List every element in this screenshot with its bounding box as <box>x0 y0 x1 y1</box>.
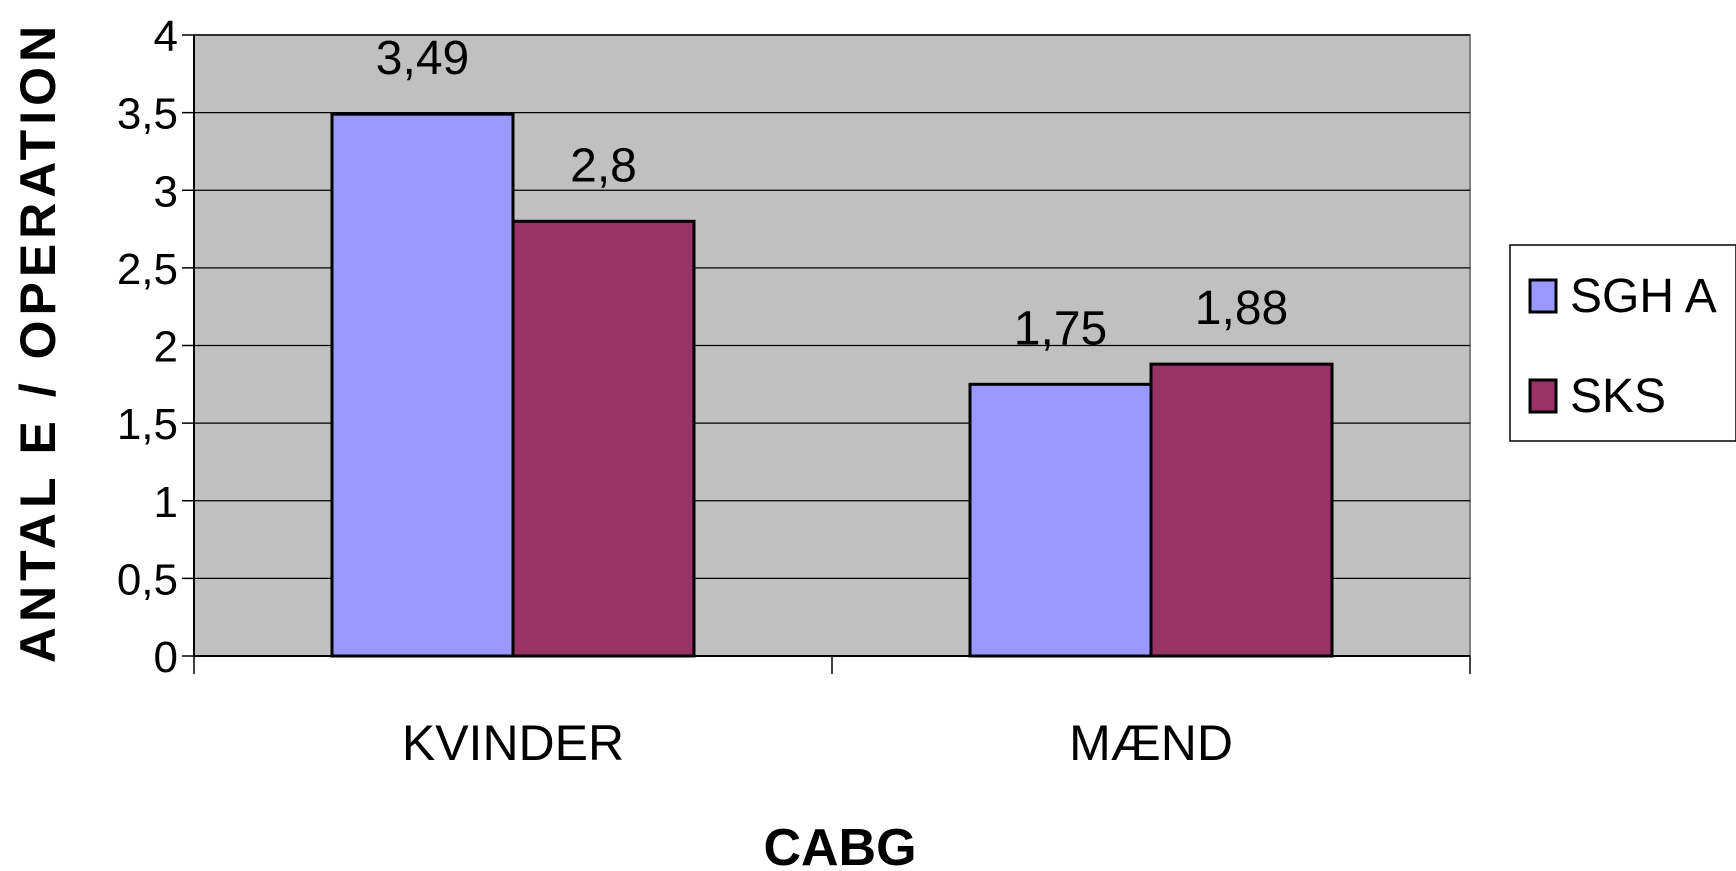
y-tick-label: 2 <box>154 323 178 372</box>
y-tick-label: 2,5 <box>117 245 178 294</box>
y-tick-label: 1,5 <box>117 400 178 449</box>
bar-sks <box>511 219 696 658</box>
legend-label: SGH A <box>1570 270 1717 323</box>
x-category-label: MÆND <box>1069 715 1233 771</box>
bars <box>330 112 1334 658</box>
x-category-label: KVINDER <box>402 715 624 771</box>
legend-label: SKS <box>1570 370 1666 423</box>
bar-sgh-a <box>968 382 1153 658</box>
data-label: 3,49 <box>376 32 469 85</box>
axes <box>182 34 1471 674</box>
data-label: 1,75 <box>1014 302 1107 355</box>
legend: SGH A SKS <box>1509 244 1736 442</box>
y-tick-label: 3 <box>154 167 178 216</box>
x-axis-title: CABG <box>763 819 916 871</box>
y-tick-label: 0 <box>154 633 178 682</box>
data-label: 2,8 <box>570 139 637 192</box>
data-labels: 3,49 2,8 1,75 1,88 <box>376 32 1288 355</box>
legend-swatch <box>1528 378 1558 414</box>
y-tick-labels: 0 0,5 1 1,5 2 2,5 3 3,5 4 <box>117 12 178 682</box>
y-axis-title: ANTAL E / OPERATION <box>10 21 66 663</box>
bar-sks <box>1149 362 1334 658</box>
y-tick-label: 3,5 <box>117 90 178 139</box>
data-label: 1,88 <box>1195 282 1288 335</box>
legend-swatch <box>1528 278 1558 314</box>
bar-sgh-a <box>330 112 515 658</box>
y-tick-label: 1 <box>154 478 178 527</box>
y-tick-label: 4 <box>154 12 178 61</box>
y-tick-label: 0,5 <box>117 555 178 604</box>
x-category-labels: KVINDER MÆND <box>402 715 1233 771</box>
